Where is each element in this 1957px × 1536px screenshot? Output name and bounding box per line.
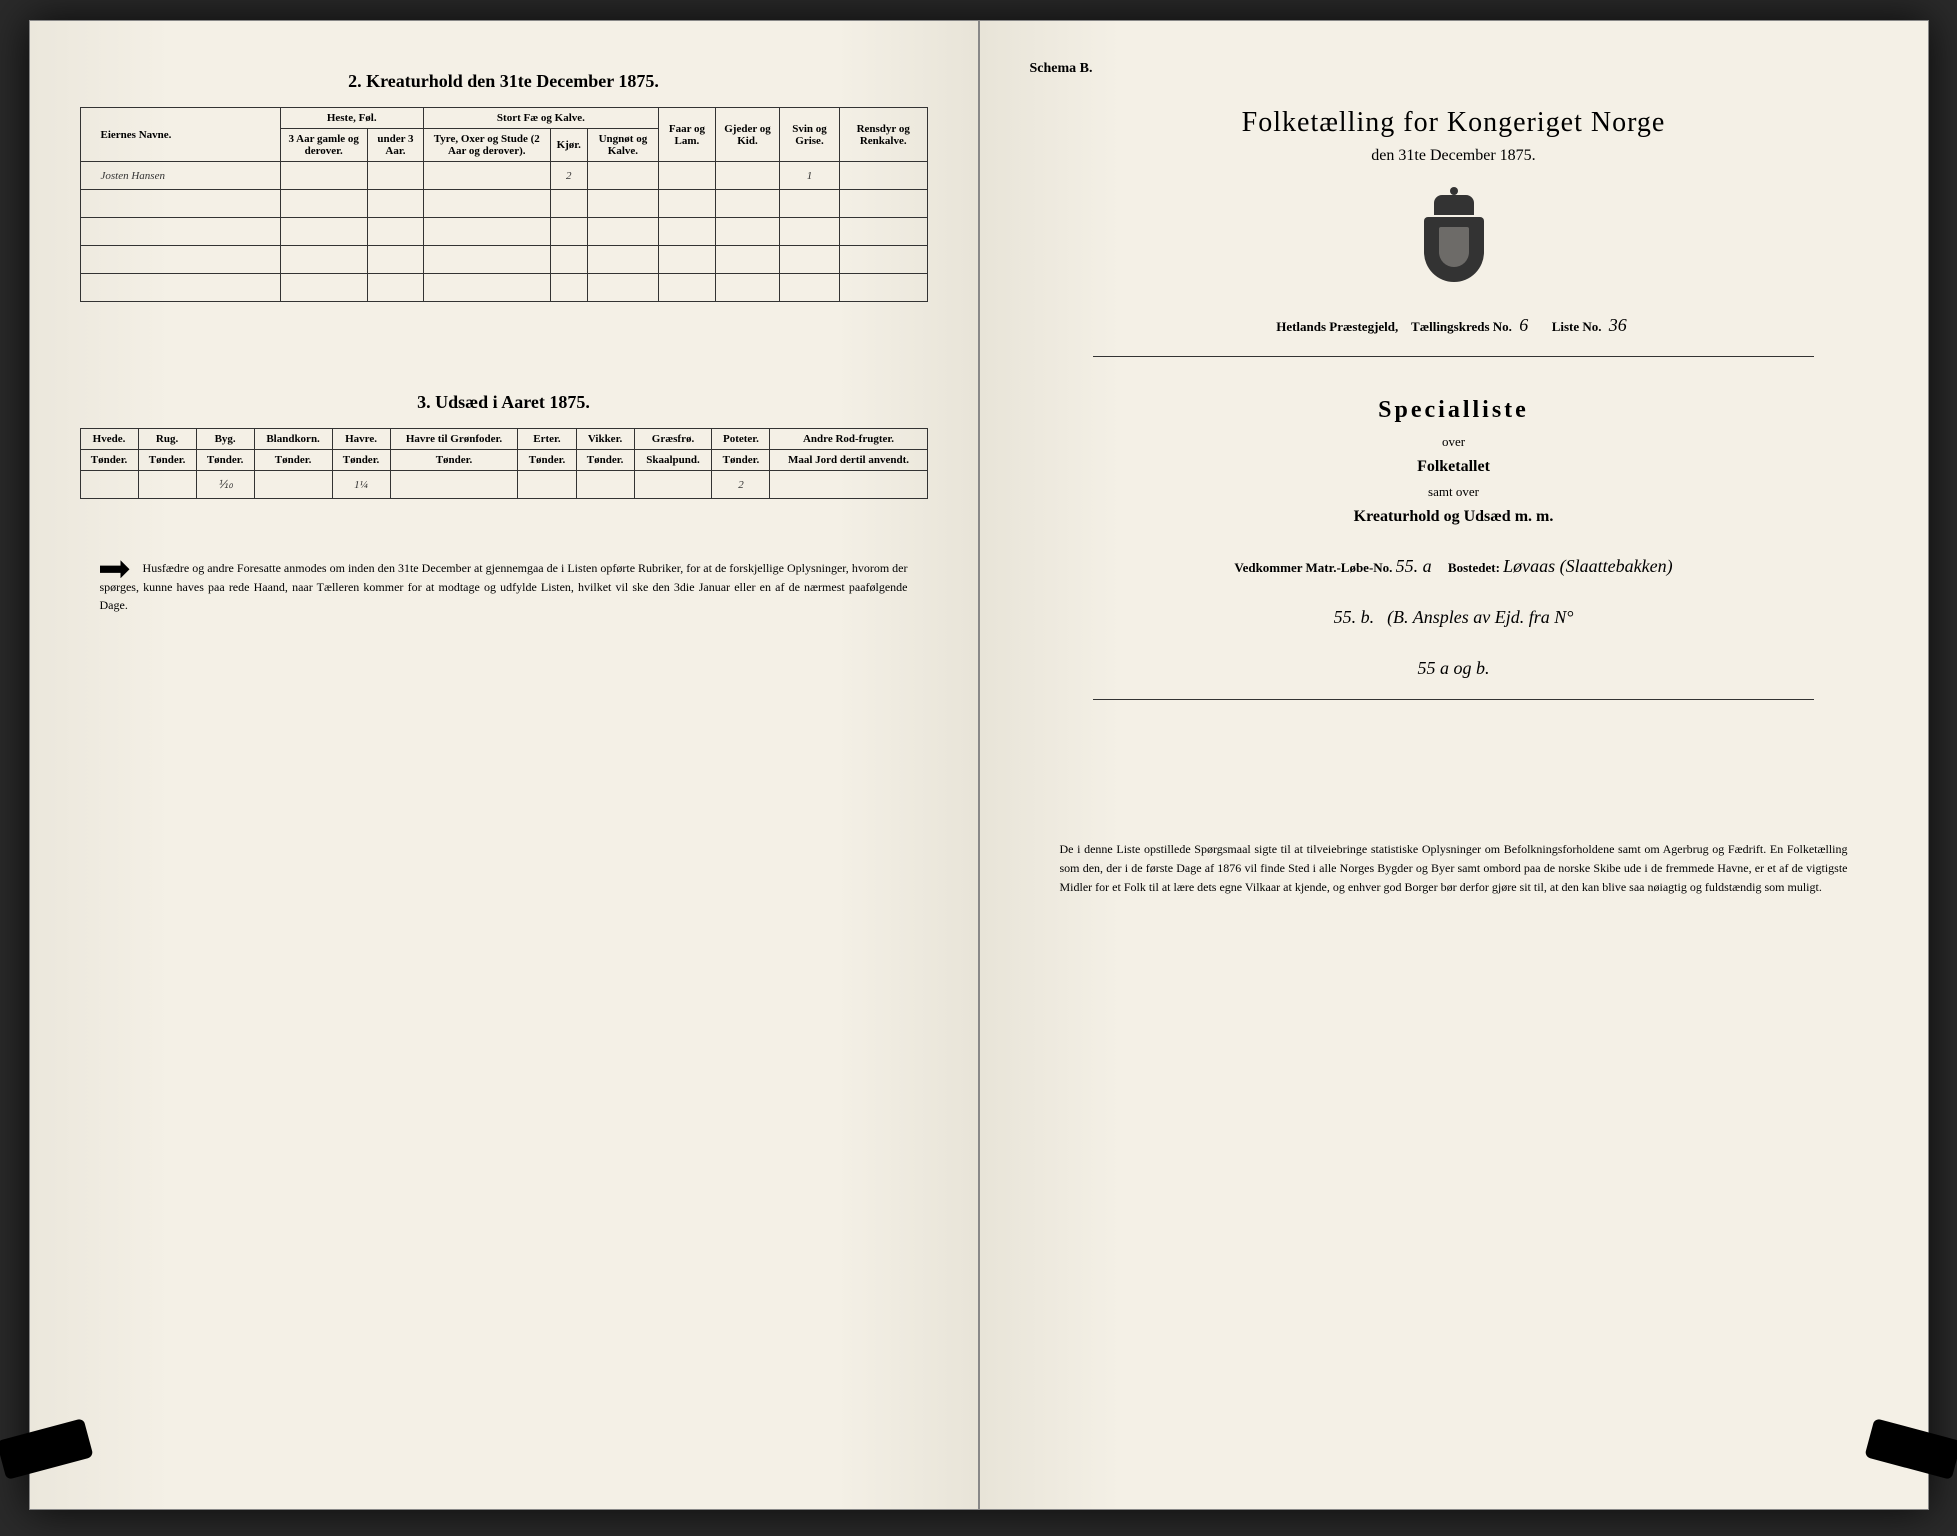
bostedet3: 55 a og b.	[1418, 658, 1490, 678]
section2-title: 2. Kreaturhold den 31te December 1875.	[80, 71, 928, 92]
col-stort-c: Ungnøt og Kalve.	[587, 129, 658, 162]
val-poteter: 2	[712, 471, 770, 499]
vedkommer-line-3: 55 a og b.	[1030, 658, 1878, 679]
vedkommer-line-2: 55. b. (B. Ansples av Ejd. fra N°	[1030, 607, 1878, 628]
vedkommer-line: Vedkommer Matr.-Løbe-No. 55. a Bostedet:…	[1030, 556, 1878, 577]
val-svin: 1	[780, 162, 840, 190]
main-title: Folketælling for Kongeriget Norge	[1030, 107, 1878, 139]
unit: Maal Jord dertil anvendt.	[770, 450, 927, 471]
vedkommer-label: Vedkommer Matr.-Løbe-No.	[1234, 560, 1392, 575]
bostedet2: (B. Ansples av Ejd. fra N°	[1387, 607, 1573, 627]
col-gjeder: Gjeder og Kid.	[715, 108, 779, 162]
left-footer: Husfædre og andre Foresatte anmodes om i…	[80, 559, 928, 614]
val-havre: 1¼	[332, 471, 390, 499]
table-row	[80, 274, 927, 302]
col-heste-a: 3 Aar gamle og derover.	[280, 129, 367, 162]
col-poteter: Poteter.	[712, 429, 770, 450]
col-vikker: Vikker.	[576, 429, 634, 450]
unit: Tønder.	[576, 450, 634, 471]
unit: Skaalpund.	[634, 450, 712, 471]
col-faar: Faar og Lam.	[658, 108, 715, 162]
unit: Tønder.	[518, 450, 576, 471]
bostedet-label: Bostedet:	[1448, 560, 1500, 575]
col-byg: Byg.	[196, 429, 254, 450]
divider	[1093, 699, 1814, 700]
col-name: Eiernes Navne.	[80, 108, 280, 162]
col-hvede: Hvede.	[80, 429, 138, 450]
col-stort-a: Tyre, Oxer og Stude (2 Aar og derover).	[423, 129, 550, 162]
col-stort-group: Stort Fæ og Kalve.	[423, 108, 658, 129]
over-label: over	[1030, 434, 1878, 450]
meta-line: Hetlands Præstegjeld, Tællingskreds No. …	[1030, 315, 1878, 336]
liste-no: 36	[1605, 315, 1631, 335]
table-row	[80, 246, 927, 274]
unit: Tønder.	[138, 450, 196, 471]
udsaed-table: Hvede. Rug. Byg. Blandkorn. Havre. Havre…	[80, 428, 928, 499]
col-andre: Andre Rod-frugter.	[770, 429, 927, 450]
bostedet: Løvaas (Slaattebakken)	[1503, 556, 1672, 576]
col-bland: Blandkorn.	[254, 429, 332, 450]
matr-no2: 55. b.	[1334, 607, 1375, 627]
right-page: Schema B. Folketælling for Kongeriget No…	[979, 20, 1929, 1510]
right-footer: De i denne Liste opstillede Spørgsmaal s…	[1030, 840, 1878, 898]
col-graes: Græsfrø.	[634, 429, 712, 450]
col-havre: Havre.	[332, 429, 390, 450]
coat-of-arms-icon	[1419, 195, 1489, 285]
val-kjor: 2	[550, 162, 587, 190]
kreds-no: 6	[1515, 315, 1532, 335]
col-rensdyr: Rensdyr og Renkalve.	[839, 108, 927, 162]
unit: Tønder.	[332, 450, 390, 471]
table-row: Josten Hansen 2 1	[80, 162, 927, 190]
schema-label: Schema B.	[1030, 61, 1878, 77]
unit: Tønder.	[80, 450, 138, 471]
unit: Tønder.	[390, 450, 518, 471]
col-svin: Svin og Grise.	[780, 108, 840, 162]
binder-clip-icon	[0, 1418, 93, 1480]
footer-text: Husfædre og andre Foresatte anmodes om i…	[100, 561, 908, 612]
table-row	[80, 218, 927, 246]
liste-label: Liste No.	[1552, 319, 1602, 334]
census-book: 2. Kreaturhold den 31te December 1875. E…	[29, 20, 1929, 1510]
special-title: Specialliste	[1030, 397, 1878, 424]
section3-title: 3. Udsæd i Aaret 1875.	[80, 392, 928, 413]
col-stort-b: Kjør.	[550, 129, 587, 162]
samt-label: samt over	[1030, 484, 1878, 500]
left-page: 2. Kreaturhold den 31te December 1875. E…	[29, 20, 979, 1510]
praestegjeld-label: Hetlands Præstegjeld,	[1276, 319, 1398, 334]
col-havre-gron: Havre til Grønfoder.	[390, 429, 518, 450]
col-heste-b: under 3 Aar.	[367, 129, 423, 162]
binder-clip-icon	[1864, 1418, 1957, 1480]
unit: Tønder.	[254, 450, 332, 471]
col-erter: Erter.	[518, 429, 576, 450]
unit: Tønder.	[196, 450, 254, 471]
val-byg: ⅒	[196, 471, 254, 499]
col-rug: Rug.	[138, 429, 196, 450]
col-heste-group: Heste, Føl.	[280, 108, 423, 129]
table-row: ⅒ 1¼ 2	[80, 471, 927, 499]
kreatur-label: Kreaturhold og Udsæd m. m.	[1030, 508, 1878, 526]
matr-no: 55. a	[1396, 556, 1432, 576]
divider	[1093, 356, 1814, 357]
table-row	[80, 190, 927, 218]
owner-name: Josten Hansen	[80, 162, 280, 190]
sub-title: den 31te December 1875.	[1030, 147, 1878, 165]
kreaturhold-table: Eiernes Navne. Heste, Føl. Stort Fæ og K…	[80, 107, 928, 302]
folketallet-label: Folketallet	[1030, 458, 1878, 476]
unit: Tønder.	[712, 450, 770, 471]
pointer-icon	[100, 560, 130, 578]
kreds-label: Tællingskreds No.	[1411, 319, 1512, 334]
